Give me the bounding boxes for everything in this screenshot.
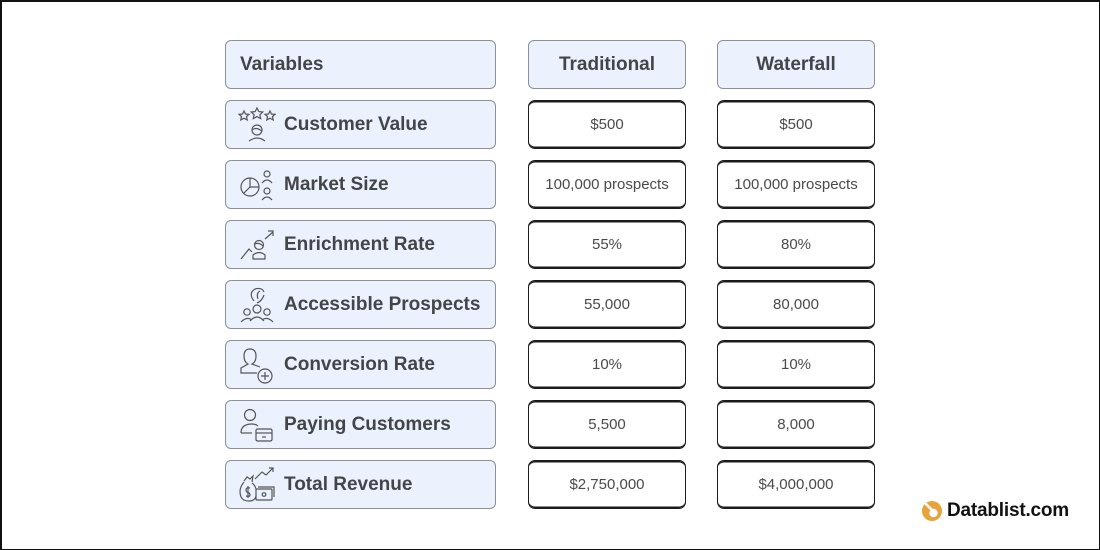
header-variables-label: Variables — [240, 53, 324, 75]
traditional-value-total-revenue: $2,750,000 — [528, 460, 686, 509]
row-label: Enrichment Rate — [284, 233, 435, 255]
row-label: Market Size — [284, 173, 389, 195]
value-text: $2,750,000 — [569, 476, 645, 493]
user-add-icon — [238, 345, 276, 385]
value-text: 55% — [591, 236, 623, 253]
row-label: Total Revenue — [284, 473, 413, 495]
header-variables: Variables — [225, 40, 496, 89]
value-text: 80,000 — [773, 296, 819, 313]
value-text: 5,500 — [588, 416, 626, 433]
group-magnet-icon — [238, 285, 276, 325]
growth-person-icon — [238, 225, 276, 265]
brand-name: Datablist.com — [947, 500, 1069, 521]
user-card-icon — [238, 405, 276, 445]
value-text: 100,000 prospects — [734, 176, 858, 193]
waterfall-value-total-revenue: $4,000,000 — [717, 460, 875, 509]
header-waterfall-label: Waterfall — [756, 53, 836, 75]
row-label: Conversion Rate — [284, 353, 435, 375]
value-text: $500 — [590, 116, 624, 133]
row-label: Customer Value — [284, 113, 428, 135]
row-conversion-rate: Conversion Rate — [225, 340, 496, 389]
value-text: 8,000 — [777, 416, 815, 433]
waterfall-value-enrichment-rate: 80% — [717, 220, 875, 269]
value-text: 10% — [780, 356, 812, 373]
pie-chart-people-icon — [238, 165, 276, 205]
row-label: Accessible Prospects — [284, 293, 481, 315]
header-waterfall: Waterfall — [717, 40, 875, 89]
traditional-value-market-size: 100,000 prospects — [528, 160, 686, 209]
row-accessible-prospects: Accessible Prospects — [225, 280, 496, 329]
value-text: 10% — [591, 356, 623, 373]
waterfall-value-market-size: 100,000 prospects — [717, 160, 875, 209]
row-market-size: Market Size — [225, 160, 496, 209]
brand-watermark: Datablist.com — [921, 500, 1069, 522]
header-traditional: Traditional — [528, 40, 686, 89]
traditional-value-conversion-rate: 10% — [528, 340, 686, 389]
stars-person-icon — [237, 105, 277, 145]
money-growth-icon — [238, 465, 276, 505]
traditional-value-accessible-prospects: 55,000 — [528, 280, 686, 329]
value-text: 100,000 prospects — [545, 176, 669, 193]
waterfall-value-customer-value: $500 — [717, 100, 875, 149]
row-customer-value: Customer Value — [225, 100, 496, 149]
header-traditional-label: Traditional — [558, 53, 656, 75]
traditional-value-enrichment-rate: 55% — [528, 220, 686, 269]
value-text: 80% — [780, 236, 812, 253]
row-paying-customers: Paying Customers — [225, 400, 496, 449]
waterfall-value-paying-customers: 8,000 — [717, 400, 875, 449]
row-total-revenue: Total Revenue — [225, 460, 496, 509]
value-text: $500 — [779, 116, 813, 133]
datablist-logo-icon — [921, 500, 943, 522]
row-label: Paying Customers — [284, 413, 451, 435]
traditional-value-customer-value: $500 — [528, 100, 686, 149]
waterfall-value-accessible-prospects: 80,000 — [717, 280, 875, 329]
waterfall-value-conversion-rate: 10% — [717, 340, 875, 389]
value-text: $4,000,000 — [758, 476, 834, 493]
row-enrichment-rate: Enrichment Rate — [225, 220, 496, 269]
value-text: 55,000 — [584, 296, 630, 313]
traditional-value-paying-customers: 5,500 — [528, 400, 686, 449]
